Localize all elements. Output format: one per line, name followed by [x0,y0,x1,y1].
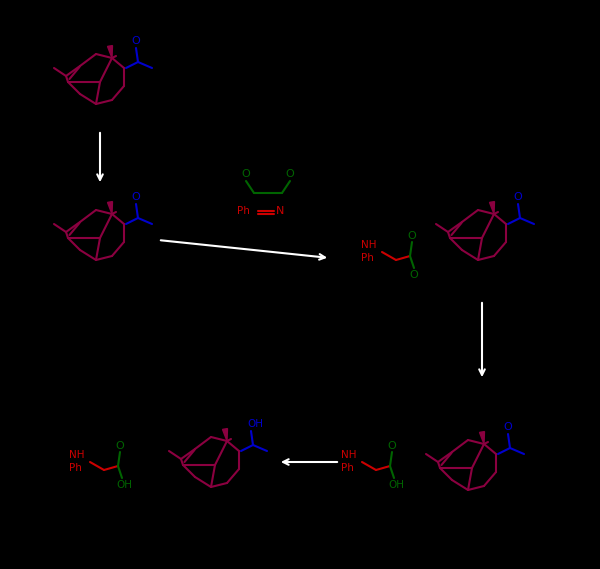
Text: O: O [503,422,512,432]
Text: O: O [242,169,250,179]
Text: Ph: Ph [69,463,82,473]
Text: O: O [388,441,397,451]
Polygon shape [107,201,112,214]
Polygon shape [107,46,112,58]
Text: OH: OH [247,419,263,429]
Text: O: O [116,441,124,451]
Polygon shape [223,428,227,441]
Text: OH: OH [116,480,132,490]
Text: Ph: Ph [361,253,374,263]
Text: NH: NH [361,240,376,250]
Text: Ph: Ph [237,206,250,216]
Text: O: O [407,231,416,241]
Polygon shape [479,432,484,444]
Text: OH: OH [388,480,404,490]
Text: NH: NH [341,450,356,460]
Text: NH: NH [68,450,84,460]
Text: Ph: Ph [341,463,354,473]
Text: O: O [131,36,140,46]
Text: N: N [276,206,284,216]
Text: O: O [410,270,418,280]
Text: O: O [131,192,140,202]
Polygon shape [490,201,494,214]
Text: O: O [286,169,295,179]
Text: O: O [514,192,523,202]
